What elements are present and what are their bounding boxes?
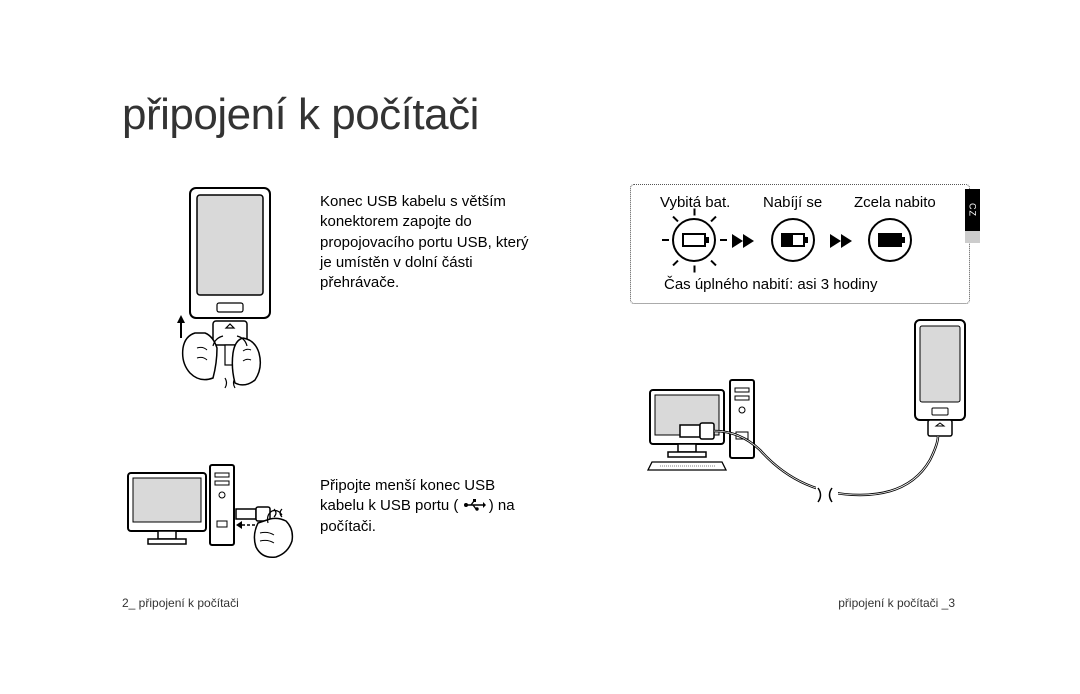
page-title: připojení k počítači — [122, 90, 479, 140]
footer-right: připojení k počítači _3 — [838, 596, 955, 610]
language-tab-grey — [965, 231, 980, 243]
instruction-2: Připojte menší konec USB kabelu k USB po… — [320, 476, 530, 537]
battery-charging-icon — [771, 218, 815, 262]
battery-low-icon — [672, 218, 716, 262]
battery-full-icon — [868, 218, 912, 262]
arrow-icon — [732, 234, 754, 248]
footer-left: 2_ připojení k počítači — [122, 596, 239, 610]
usb-icon — [463, 497, 485, 516]
illustration-cable — [680, 400, 970, 520]
charge-time-text: Čas úplného nabití: asi 3 hodiny — [664, 276, 877, 293]
illustration-pc-hand — [128, 465, 308, 575]
battery-low-label: Vybitá bat. — [660, 194, 730, 211]
illustration-player-hand — [155, 188, 295, 418]
battery-full-label: Zcela nabito — [854, 194, 936, 211]
battery-charging-label: Nabíjí se — [763, 194, 822, 211]
arrow-icon — [830, 234, 852, 248]
instruction-1: Konec USB kabelu s větším konektorem zap… — [320, 192, 540, 293]
language-tab: CZ — [965, 189, 980, 231]
